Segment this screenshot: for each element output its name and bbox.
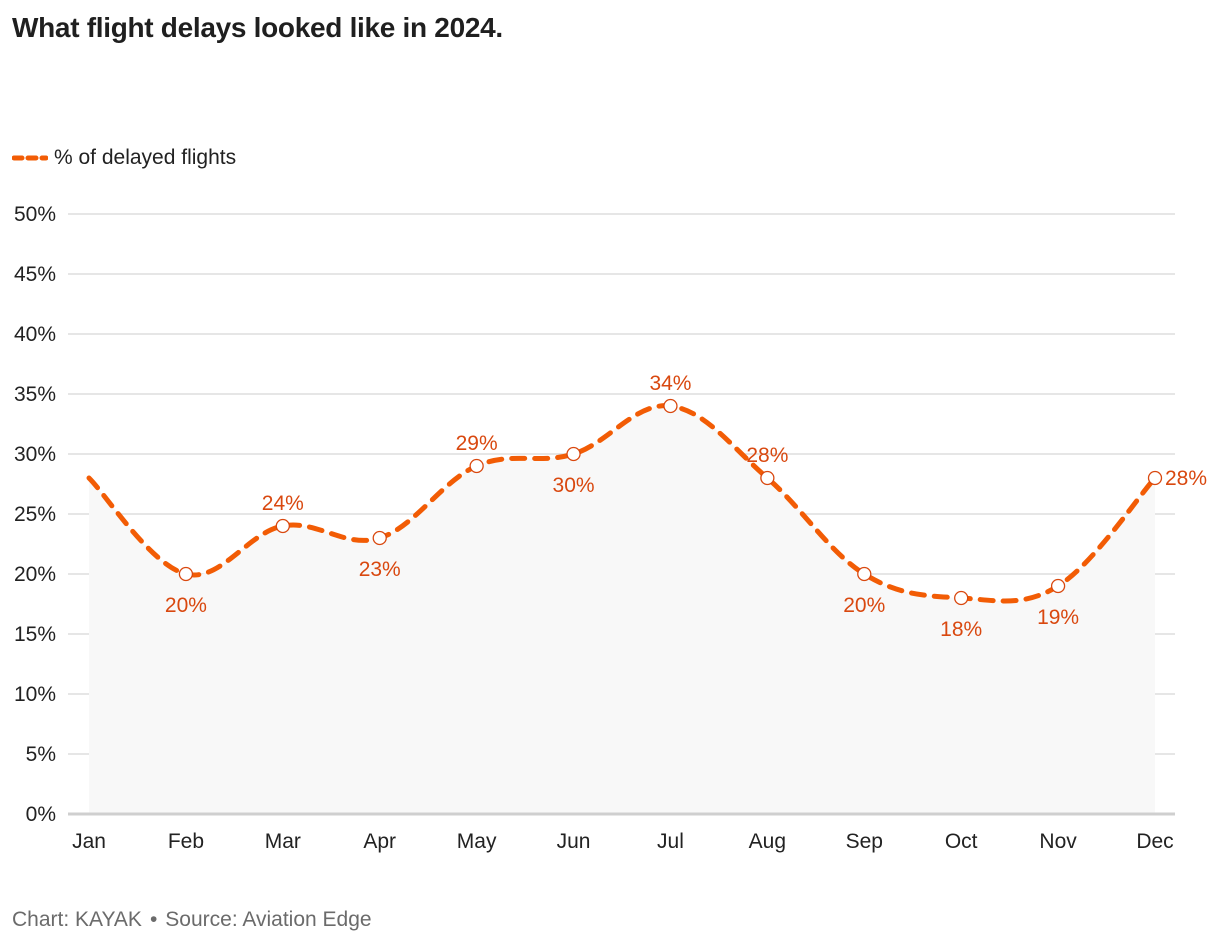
- data-point: [1147, 470, 1163, 486]
- y-tick-label: 10%: [14, 683, 56, 706]
- series-area: [89, 405, 1155, 814]
- x-tick-label: Jul: [657, 830, 684, 853]
- x-tick-label: Sep: [846, 830, 883, 853]
- y-tick-label: 45%: [14, 263, 56, 286]
- x-tick-label: Dec: [1136, 830, 1173, 853]
- data-label: 20%: [843, 594, 885, 617]
- data-label: 28%: [1165, 467, 1207, 490]
- y-tick-label: 25%: [14, 503, 56, 526]
- data-label: 29%: [456, 432, 498, 455]
- series-line: [86, 403, 1158, 604]
- y-tick-label: 30%: [14, 443, 56, 466]
- y-tick-label: 0%: [26, 803, 56, 826]
- x-tick-label: Apr: [363, 830, 396, 853]
- y-tick-label: 15%: [14, 623, 56, 646]
- x-tick-label: Mar: [265, 830, 301, 853]
- data-point: [372, 530, 387, 546]
- data-label: 34%: [649, 372, 691, 395]
- y-tick-label: 35%: [14, 383, 56, 406]
- data-label: 20%: [165, 594, 207, 617]
- x-tick-label: May: [457, 830, 497, 853]
- data-point: [178, 566, 194, 582]
- y-tick-label: 20%: [14, 563, 56, 586]
- data-point: [566, 446, 581, 462]
- data-point: [663, 398, 678, 414]
- data-point: [1050, 578, 1066, 594]
- data-point: [760, 470, 775, 486]
- data-label: 28%: [746, 444, 788, 467]
- data-point: [469, 458, 484, 474]
- x-tick-label: Aug: [749, 830, 786, 853]
- chart-source: Source: Aviation Edge: [165, 908, 372, 931]
- chart-credit: Chart: KAYAK: [12, 908, 142, 931]
- footer-separator: •: [149, 908, 158, 931]
- x-tick-label: Nov: [1039, 830, 1077, 853]
- data-label: 18%: [940, 618, 982, 641]
- chart-footer: Chart: KAYAK • Source: Aviation Edge: [12, 908, 372, 932]
- data-point: [275, 518, 290, 534]
- y-tick-label: 40%: [14, 323, 56, 346]
- chart-title: What flight delays looked like in 2024.: [12, 12, 503, 43]
- data-label: 23%: [359, 558, 401, 581]
- data-point: [857, 566, 872, 582]
- x-tick-label: Jan: [72, 830, 106, 853]
- legend-swatch: [12, 155, 48, 161]
- x-tick-label: Feb: [168, 830, 204, 853]
- x-tick-label: Jun: [557, 830, 591, 853]
- data-label: 24%: [262, 492, 304, 515]
- legend-label: % of delayed flights: [54, 146, 237, 169]
- data-label: 19%: [1037, 606, 1079, 629]
- y-tick-label: 50%: [14, 203, 56, 226]
- data-point: [954, 590, 969, 606]
- y-tick-label: 5%: [26, 743, 56, 766]
- data-label: 30%: [553, 474, 595, 497]
- x-tick-label: Oct: [945, 830, 978, 853]
- legend: % of delayed flights: [12, 146, 236, 170]
